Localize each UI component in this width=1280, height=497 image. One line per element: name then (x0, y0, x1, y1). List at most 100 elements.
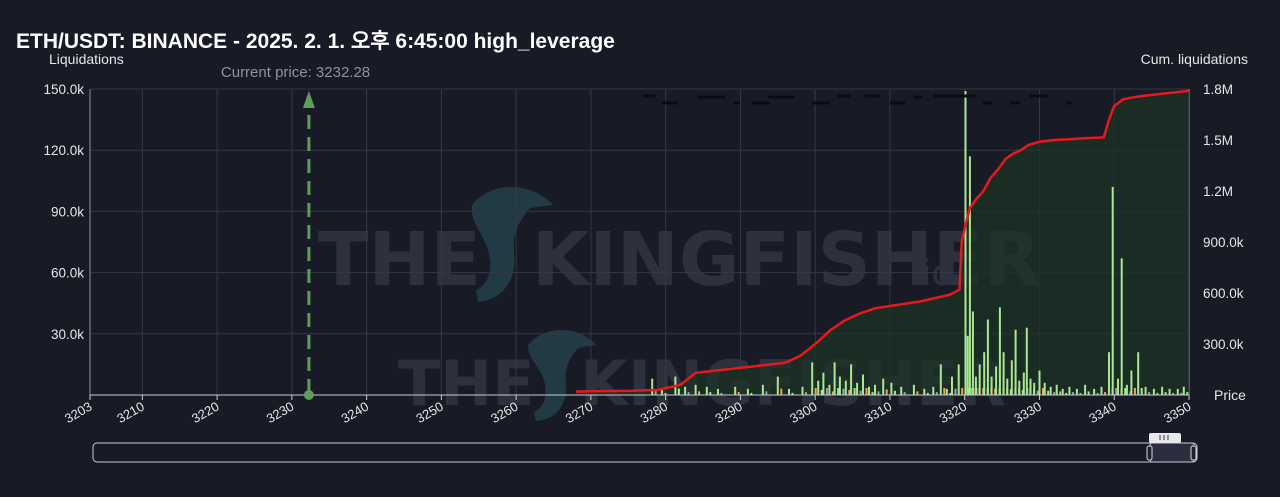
y-right-tick-label: 1.2M (1203, 184, 1233, 199)
x-tick-label: 3340 (1086, 399, 1119, 426)
liquidation-bar-stub (1186, 392, 1189, 395)
liquidation-bar (1100, 386, 1103, 395)
liquidation-bar (1117, 378, 1119, 395)
liquidation-bar-stub (750, 392, 753, 395)
liquidation-bar-stub (865, 388, 868, 395)
liquidation-bar-stub (1180, 392, 1183, 395)
liquidation-bar (968, 156, 971, 395)
liquidation-bar (1006, 378, 1009, 395)
liquidation-bar-stub (677, 388, 680, 395)
y-left-tick-label: 90.0k (51, 204, 84, 219)
liquidation-bar (1176, 388, 1179, 395)
current-price-dot (303, 390, 314, 400)
y-left-tick-label: 150.0k (43, 82, 84, 97)
liquidation-bar-stub (949, 392, 952, 395)
x-tick-label: 3203 (62, 399, 95, 426)
range-slider-right-handle[interactable] (1190, 445, 1197, 461)
cumulative-area-fill (575, 90, 1189, 395)
liquidation-bar (734, 386, 737, 395)
liquidation-bar (844, 380, 847, 395)
liquidation-bar-stub (814, 388, 817, 395)
liquidation-bars (651, 91, 1189, 395)
liquidation-bar (862, 374, 864, 395)
liquidation-bar (1049, 386, 1052, 395)
liquidation-bar-stub (935, 392, 938, 395)
liquidation-bar (1144, 386, 1147, 395)
liquidation-bar-stub (970, 388, 973, 395)
liquidation-bar (684, 386, 687, 395)
x-tick-label: 3350 (1161, 399, 1194, 426)
liquidation-bar (1111, 186, 1114, 395)
y-right-tick-label: 1.5M (1203, 133, 1233, 148)
liquidation-bar-stub (720, 392, 723, 395)
liquidation-bar-stub (1140, 388, 1143, 395)
x-tick-label: 3330 (1011, 399, 1044, 426)
cumulative-line-group (575, 89, 1190, 393)
liquidation-bar (978, 364, 981, 395)
liquidation-bar (776, 376, 779, 395)
liquidation-bar (1022, 372, 1025, 395)
liquidation-bar (974, 376, 977, 395)
liquidation-bar-stub (1133, 388, 1136, 395)
liquidation-bar-stub (1124, 388, 1127, 395)
liquidation-bar (923, 388, 926, 395)
liquidation-bar (856, 382, 859, 395)
liquidation-bar (1120, 258, 1123, 395)
range-slider-left-handle[interactable] (1146, 445, 1153, 461)
liquidation-bar-stub (1087, 391, 1090, 395)
liquidation-bar (694, 384, 697, 395)
range-slider-thumb[interactable] (1149, 442, 1195, 463)
liquidation-bar (1084, 384, 1087, 395)
liquidation-bar-stub (926, 392, 929, 395)
liquidation-bar (761, 384, 764, 395)
liquidation-bar-stub (1071, 392, 1074, 395)
liquidation-bar-stub (825, 388, 828, 395)
y-right-tick-label: 600.0k (1203, 286, 1244, 301)
y-left-tick-label: 30.0k (51, 327, 84, 342)
liquidation-bar-stub (871, 392, 874, 395)
liquidation-bar-stub (903, 392, 906, 395)
x-tick-label: 3210 (114, 399, 147, 426)
range-slider-grip[interactable] (1149, 433, 1181, 443)
liquidation-bar (939, 364, 942, 395)
liquidation-bar (1152, 388, 1155, 395)
liquidation-bar-stub (1156, 392, 1159, 395)
range-slider-track[interactable] (92, 442, 1198, 463)
liquidation-bar (990, 376, 993, 395)
liquidation-bar-stub (885, 389, 888, 395)
liquidation-bar-stub (737, 392, 740, 395)
liquidation-bar (951, 376, 953, 395)
liquidation-bar-stub (698, 391, 701, 395)
liquidation-bar (957, 364, 960, 395)
liquidation-bar-stub (664, 392, 667, 395)
y-right-tick-label: 1.8M (1203, 82, 1233, 97)
watermark-kingfisher: KINGFISHER (532, 217, 1040, 303)
liquidation-bar-stub (943, 388, 946, 395)
liquidation-bar-stub (1104, 392, 1106, 395)
liquidation-bar (811, 362, 814, 395)
y-left-tick-label: 120.0k (43, 143, 84, 158)
liquidation-bar (1161, 386, 1164, 395)
liquidation-bar (912, 384, 915, 395)
liquidation-bar-stub (1053, 392, 1056, 395)
liquidation-bar-stub (1115, 388, 1118, 395)
x-tick-label: 3240 (339, 399, 372, 426)
liquidation-bar-stub (791, 392, 794, 395)
liquidation-bar (1033, 382, 1036, 395)
liquidation-bar-stub (780, 388, 783, 395)
range-slider[interactable] (92, 433, 1198, 463)
liquidation-bar (788, 388, 790, 395)
liquidation-bar (932, 386, 935, 395)
liquidation-bar-stub (1079, 392, 1082, 395)
x-axis-title: Price (1214, 387, 1246, 403)
liquidation-bar (1002, 352, 1005, 395)
liquidation-bar (1075, 388, 1078, 395)
liquidation-bar (1061, 388, 1064, 395)
liquidation-bar-stub (1148, 392, 1151, 395)
current-price-arrow-icon (302, 91, 315, 108)
current-price-marker: Current price: 3232.28 (221, 64, 370, 400)
y-right-tick-label: 300.0k (1203, 337, 1244, 352)
watermark-io: .io (910, 253, 953, 294)
liquidation-bar-stub (853, 388, 856, 395)
